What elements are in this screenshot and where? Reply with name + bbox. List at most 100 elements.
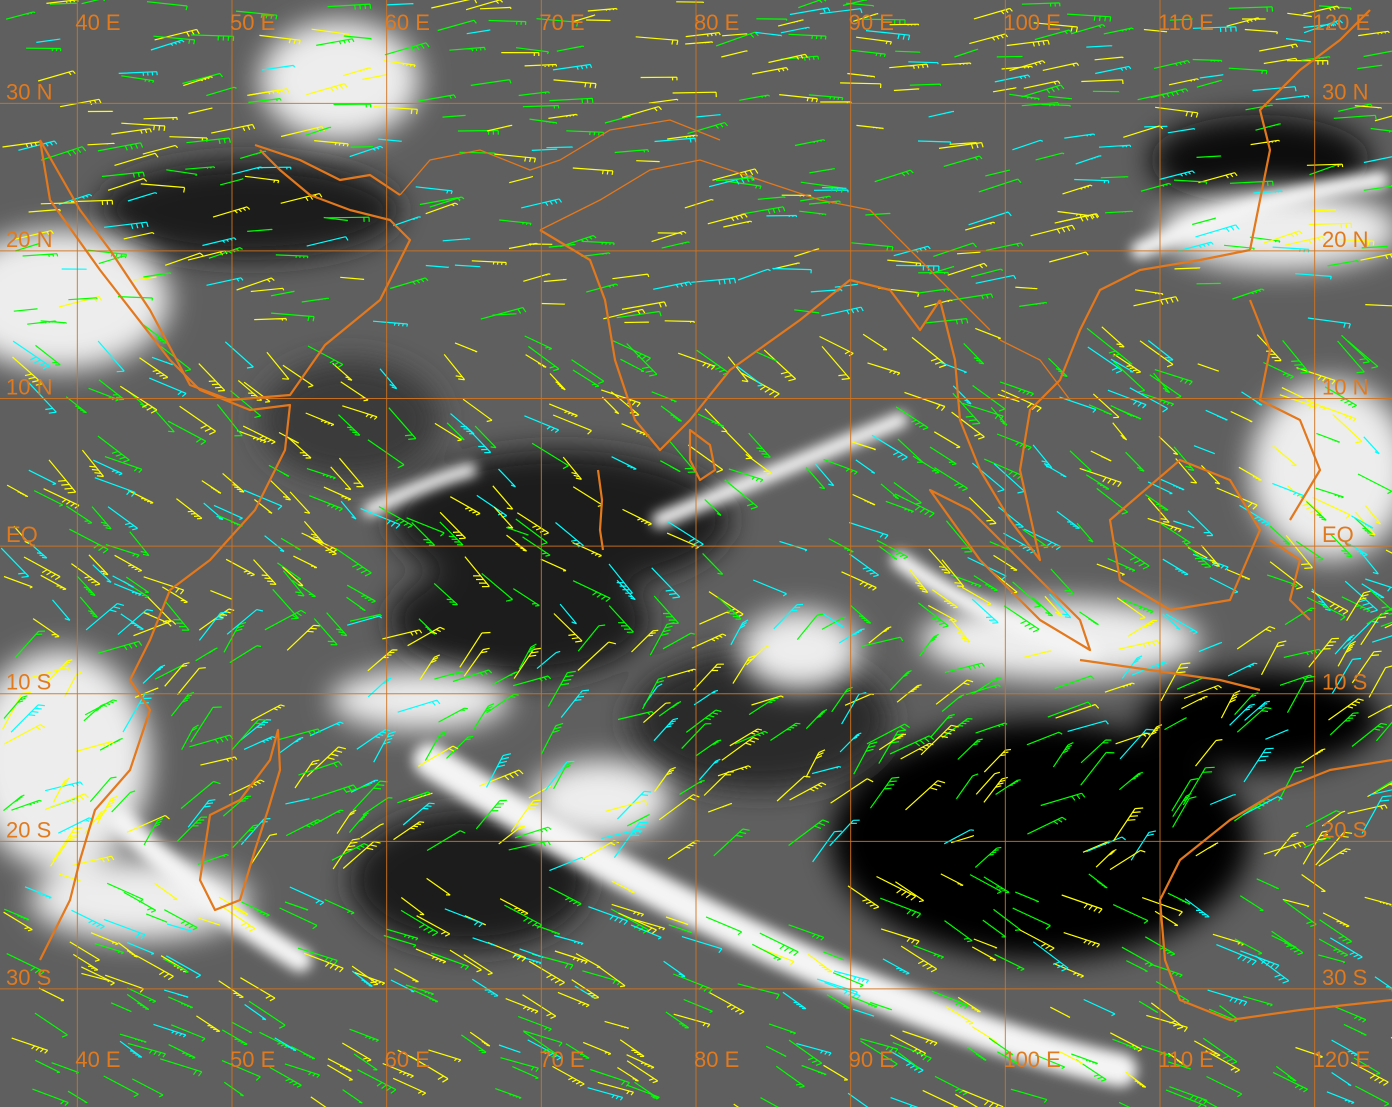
wind-barb [1355,1085,1389,1107]
wind-barb [1343,1023,1367,1036]
wind-barb [929,446,957,466]
wind-barb [635,36,679,46]
wind-barb [1104,682,1135,693]
wind-barb [1150,88,1189,99]
wind-barb [353,1053,378,1071]
wind-barb [1312,496,1351,519]
wind-barb [1086,45,1113,48]
wind-barb [350,146,374,148]
wind-barb [889,670,912,691]
wind-barb [326,612,348,637]
wind-barb [162,958,189,973]
wind-barb [485,753,512,788]
wind-barb [821,306,864,317]
wind-barb [177,667,206,695]
wind-barb [40,146,87,161]
wind-barb [1295,273,1332,280]
wind-barb [685,41,714,45]
wind-barb [1238,466,1262,481]
wind-barb [33,490,64,507]
wind-barb [1365,505,1381,525]
wind-barb [752,943,781,961]
wind-barb [373,106,418,115]
wind-barb [1096,563,1125,576]
wind-barb [601,389,641,408]
wind-barb [1059,1051,1084,1065]
wind-barb [773,603,804,630]
wind-barb [683,998,713,1014]
wind-barb [3,695,28,719]
wind-barb [889,1050,924,1074]
wind-barb [540,722,564,755]
wind-barb [88,554,109,576]
wind-barb [862,18,906,25]
wind-barb [306,746,347,777]
wind-barb [1374,115,1392,122]
wind-barb [164,909,198,931]
wind-barb [1167,892,1191,905]
wind-barb [1001,65,1033,70]
wind-barb [1088,404,1112,416]
wind-barb [1168,1052,1188,1068]
wind-barb [1361,245,1389,249]
wind-barb [524,335,553,351]
wind-barb [931,589,958,609]
wind-barb [347,615,383,626]
wind-barb [415,948,447,964]
wind-barb [1192,58,1223,62]
wind-barb [223,1081,244,1097]
wind-barb [393,821,425,841]
wind-barb [1311,590,1349,615]
sulawesi-coastline [1269,539,1311,621]
wind-barb [244,1004,267,1021]
wind-barb [1283,648,1322,658]
wind-barb [101,171,145,178]
wind-barb [210,590,232,600]
wind-barb [11,799,42,811]
wind-barb [492,671,518,686]
wind-barb [1027,816,1067,835]
wind-barb [1192,26,1237,33]
wind-barb [1160,523,1191,545]
wind-barb [505,998,539,1014]
wind-barb [1168,1061,1191,1070]
iran-border [399,149,561,196]
wind-barb [812,830,842,863]
wind-barb [139,357,169,380]
wind-barb [38,987,65,1002]
wind-barb [705,916,743,936]
wind-barb [992,87,1017,93]
wind-barb [400,897,425,916]
wind-barb [998,506,1024,528]
wind-barb [920,724,959,756]
wind-barb [1154,910,1179,927]
wind-barb [278,736,304,754]
wind-barb [52,827,83,862]
wind-barb [87,249,128,259]
wind-barb [143,116,178,121]
wind-barb [996,55,1023,58]
wind-barb [1303,835,1334,849]
wind-barb [342,1089,363,1104]
wind-barb [107,506,138,531]
wind-barb [3,908,30,921]
wind-barb [1023,528,1061,551]
wind-barb [243,736,276,750]
wind-barb [202,237,237,247]
latitude-label-left: EQ [6,522,38,547]
wind-barb [333,103,372,108]
wind-barb [1351,722,1388,747]
wind-barb [847,885,880,910]
wind-barb [1192,217,1216,226]
wind-barb [658,701,682,717]
wind-barb [390,277,429,290]
wind-barb [1119,771,1143,791]
wind-barb [865,212,891,216]
wind-barb [1034,29,1072,41]
wind-barb [298,760,343,776]
wind-barb [1260,640,1287,676]
wind-barb [692,663,724,691]
wind-barb [457,129,499,135]
wind-barb [1354,105,1382,109]
wind-barb [1118,640,1160,650]
